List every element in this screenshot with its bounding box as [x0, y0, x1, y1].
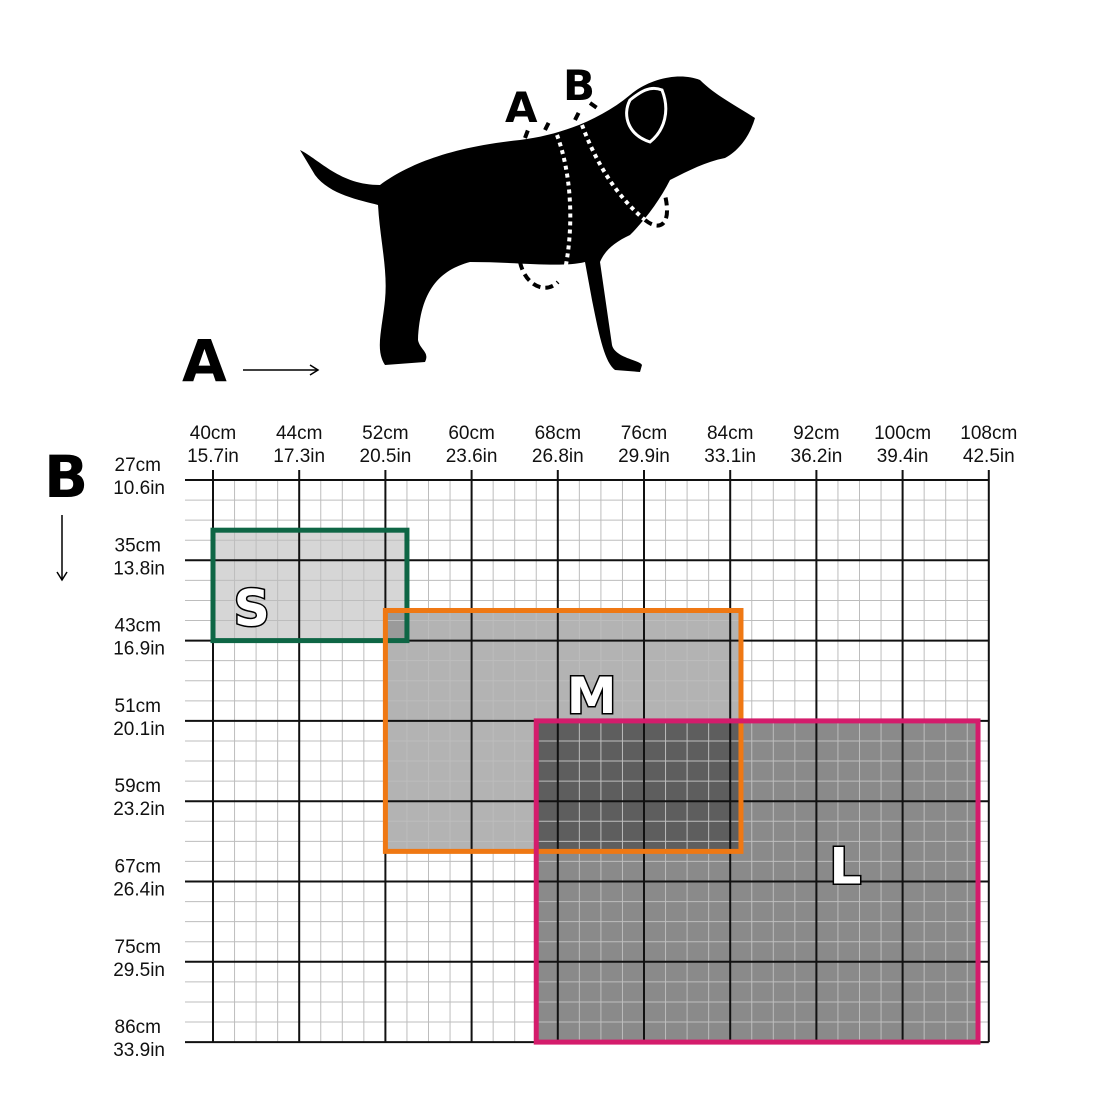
b-tick-cm: 51cm — [115, 696, 161, 717]
size-label-m: M — [567, 667, 617, 725]
b-tick-in: 10.6in — [113, 478, 165, 499]
b-tick-cm: 86cm — [115, 1017, 161, 1038]
a-tick-in: 36.2in — [791, 446, 843, 467]
b-tick-in: 29.5in — [113, 960, 165, 981]
a-tick-in: 20.5in — [360, 446, 412, 467]
label-a: A — [505, 83, 538, 132]
measure-loop-b — [573, 101, 669, 228]
axis-a-label: A — [182, 327, 227, 395]
b-tick-in: 26.4in — [113, 880, 165, 901]
arrow-down-icon — [56, 515, 68, 582]
b-tick-cm: 35cm — [115, 535, 161, 556]
b-tick-cm: 67cm — [115, 857, 161, 878]
measure-loop-a — [518, 119, 560, 290]
b-tick-cm: 27cm — [115, 455, 161, 476]
measure-line-b — [580, 124, 647, 222]
dog-illustration: A B — [300, 61, 755, 372]
a-tick-cm: 44cm — [276, 423, 322, 444]
arrow-right-icon — [243, 364, 320, 376]
a-tick-cm: 60cm — [448, 423, 494, 444]
overlap-m-l — [536, 720, 741, 852]
a-tick-cm: 92cm — [793, 423, 839, 444]
a-tick-cm: 108cm — [960, 423, 1017, 444]
axis-b-label: B — [44, 443, 88, 511]
b-tick-cm: 43cm — [115, 616, 161, 637]
b-tick-cm: 75cm — [115, 937, 161, 958]
b-tick-in: 20.1in — [113, 719, 165, 740]
overlap-s-m — [385, 610, 407, 641]
a-tick-in: 23.6in — [446, 446, 498, 467]
a-tick-cm: 40cm — [190, 423, 236, 444]
dog-ear — [625, 86, 668, 144]
size-label-s: S — [234, 579, 270, 637]
dog-silhouette — [300, 76, 755, 372]
a-tick-in: 39.4in — [877, 446, 929, 467]
b-tick-cm: 59cm — [115, 776, 161, 797]
size-fill-s — [213, 530, 407, 641]
b-tick-in: 33.9in — [113, 1040, 165, 1061]
a-tick-cm: 68cm — [535, 423, 581, 444]
a-tick-in: 42.5in — [963, 446, 1015, 467]
label-b: B — [563, 61, 595, 110]
b-tick-in: 23.2in — [113, 799, 165, 820]
size-boxes: S M L — [210, 527, 981, 1045]
a-tick-cm: 52cm — [362, 423, 408, 444]
a-tick-cm: 100cm — [874, 423, 931, 444]
b-tick-in: 16.9in — [113, 639, 165, 660]
size-fills — [213, 530, 979, 1043]
size-box-l — [533, 718, 981, 1045]
a-tick-in: 26.8in — [532, 446, 584, 467]
a-tick-in: 15.7in — [187, 446, 239, 467]
a-tick-cm: 84cm — [707, 423, 753, 444]
a-tick-in: 17.3in — [273, 446, 325, 467]
size-label-l: L — [830, 837, 862, 895]
b-tick-in: 13.8in — [113, 558, 165, 579]
size-box-m — [382, 607, 744, 854]
a-tick-in: 33.1in — [704, 446, 756, 467]
size-box-s — [210, 527, 410, 644]
a-tick-cm: 76cm — [621, 423, 667, 444]
a-tick-in: 29.9in — [618, 446, 670, 467]
